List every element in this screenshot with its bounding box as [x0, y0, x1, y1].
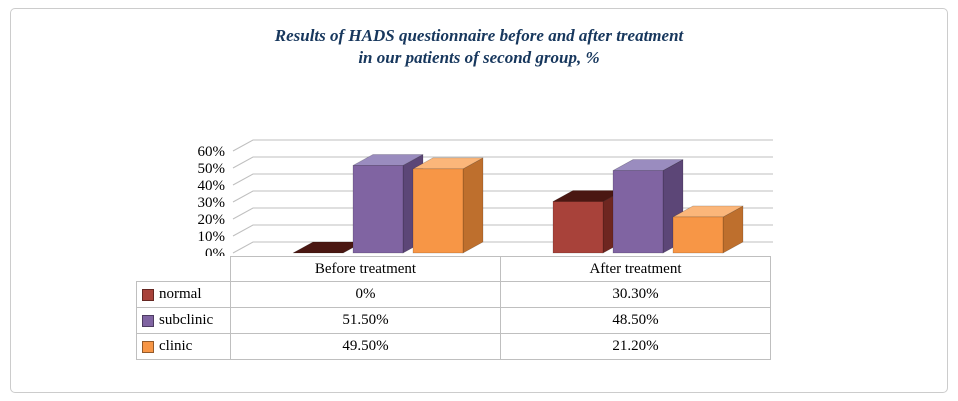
table-cell-clinic-after: 21.20%	[501, 334, 771, 360]
table-header-before-treatment: Before treatment	[231, 256, 501, 282]
bar-clinic-before	[412, 157, 484, 254]
table-cell-subclinic-before: 51.50%	[231, 308, 501, 334]
y-axis-tick-label: 10%	[198, 229, 226, 245]
legend-swatch-clinic	[142, 340, 154, 353]
table-cell-normal-after: 30.30%	[501, 282, 771, 308]
table-header-after-treatment: After treatment	[501, 256, 771, 282]
legend-swatch-normal	[142, 288, 154, 301]
bar-subclinic-before	[352, 153, 424, 254]
legend-swatch-subclinic	[142, 314, 154, 327]
table-cell-subclinic-after: 48.50%	[501, 308, 771, 334]
legend-item-clinic: clinic	[136, 334, 231, 360]
chart-panel: Results of HADS questionnaire before and…	[10, 8, 948, 393]
chart-title: Results of HADS questionnaire before and…	[11, 25, 947, 69]
legend-item-normal: normal	[136, 282, 231, 308]
bar-normal-after	[552, 189, 624, 254]
bar-clinic-after	[672, 205, 744, 254]
y-axis-tick-label: 50%	[198, 161, 226, 177]
table-cell-normal-before: 0%	[231, 282, 501, 308]
legend-label-normal: normal	[159, 286, 202, 302]
legend-label-clinic: clinic	[159, 338, 193, 354]
table-cell-clinic-before: 49.50%	[231, 334, 501, 360]
table-corner-cell	[136, 256, 231, 282]
y-axis-tick-label: 30%	[198, 195, 226, 211]
y-axis-tick-label: 40%	[198, 178, 226, 194]
chart-title-line2: in our patients of second group, %	[358, 48, 600, 67]
y-axis-tick-label: 60%	[198, 144, 226, 160]
bar-subclinic-after	[612, 159, 684, 254]
legend-item-subclinic: subclinic	[136, 308, 231, 334]
legend-label-subclinic: subclinic	[159, 312, 214, 328]
y-axis-tick-label: 20%	[198, 212, 226, 228]
bar-normal-before	[292, 241, 364, 254]
bar-chart: 0%10%20%30%40%50%60%	[198, 139, 773, 262]
chart-data-table: Before treatment After treatment normal …	[136, 256, 771, 360]
chart-title-line1: Results of HADS questionnaire before and…	[274, 26, 684, 45]
